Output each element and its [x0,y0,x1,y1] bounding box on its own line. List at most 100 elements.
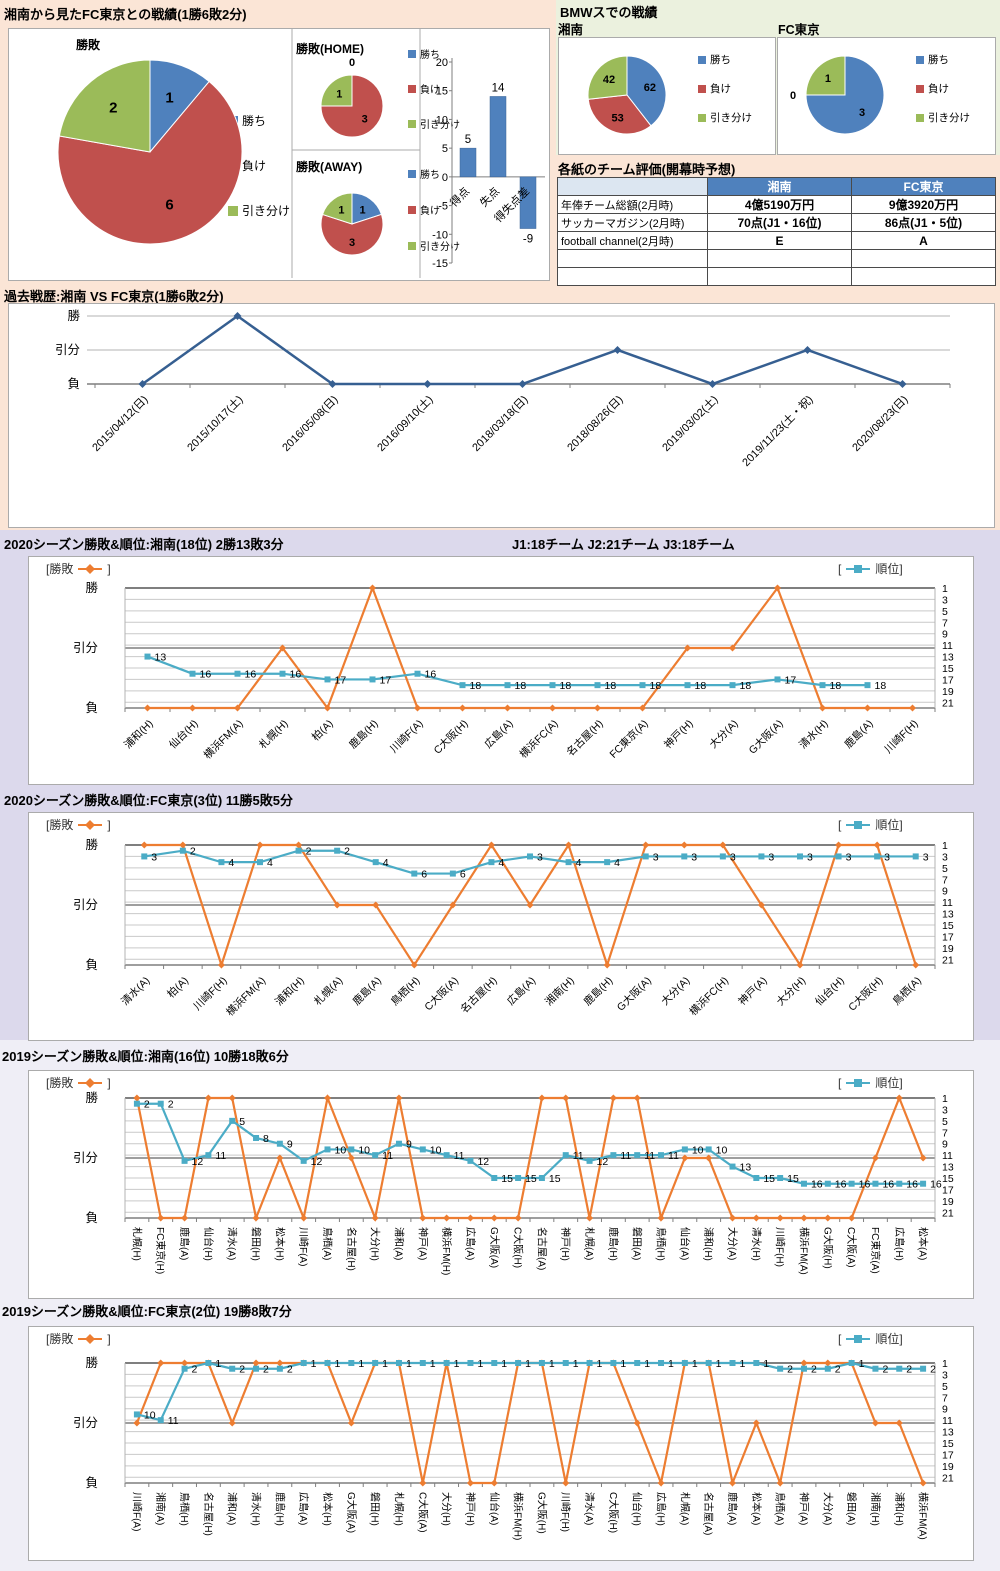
legend-label: [勝敗 [46,1076,74,1090]
season-2020-fctokyo-title: 2020シーズン勝敗&順位:FC東京(3位) 11勝5敗5分 [4,793,294,808]
rank-line-icon [846,1334,871,1343]
legend-label: [勝敗 [46,818,74,832]
history-chart-box [8,303,995,528]
legend-swatch [698,84,706,93]
legend-label: 引き分け [928,112,970,124]
legend-item: 負け [228,157,290,174]
table-value-cell: A [851,231,996,250]
pie-away-title: 勝敗(AWAY) [296,160,363,174]
history-title: 過去戦歴:湘南 VS FC東京(1勝6敗2分) [4,289,224,304]
legend-label: ] [107,561,111,576]
season-2020-shonan-title: 2020シーズン勝敗&順位:湘南(18位) 2勝13敗3分 [4,537,284,552]
legend-item: 勝ち [408,46,460,61]
season-2020-shonan-box [28,556,974,785]
table-value-cell: 4億5190万円 [707,195,852,214]
season-2019-shonan-title: 2019シーズン勝敗&順位:湘南(16位) 10勝18敗6分 [2,1049,289,1064]
bmw-fctokyo-legend: 勝ち 負け 引き分け [916,52,970,139]
legend-label: 順位] [875,562,903,576]
legend-label: 負け [242,159,267,173]
legend-label: 順位] [875,1076,903,1090]
legend-label: 引き分け [710,112,752,124]
legend-item: 引き分け [408,116,460,131]
win-loss-line-icon [78,1077,103,1088]
legend-label: [勝敗 [46,562,74,576]
legend-swatch [916,55,924,64]
table-row-label [557,249,708,268]
season-2019-fctokyo-rank-legend: [ 順位] [838,1330,903,1347]
legend-swatch [916,84,924,93]
table-row-label: 年俸チーム総額(2月時) [557,195,708,214]
legend-swatch [408,84,416,93]
legend-swatch [228,115,238,126]
legend-label: 負け [420,85,440,96]
legend-label: 順位] [875,818,903,832]
section1-title: 湘南から見たFC東京との戦績(1勝6敗2分) [4,7,247,22]
table-row-label [557,267,708,286]
table-header-row: 湘南 FC東京 [557,177,996,196]
legend-item: 勝ち [228,112,290,129]
season-2020-fctokyo-rank-legend: [ 順位] [838,816,903,833]
season-2019-shonan-box [28,1070,974,1299]
win-loss-line-icon [78,1333,103,1344]
legend-swatch [228,205,238,216]
legend-label: ] [107,1075,111,1090]
legend-item: 負け [916,81,970,96]
legend-item: 引き分け [916,110,970,125]
season-2019-shonan-rank-legend: [ 順位] [838,1074,903,1091]
legend-label: [ [838,1075,842,1090]
table-value-cell: 70点(J1・16位) [707,213,852,232]
legend-label: 引き分け [242,204,291,218]
rank-line-icon [846,564,871,573]
season-2019-fctokyo-box [28,1326,974,1561]
legend-swatch [408,49,416,58]
table-row-label: football channel(2月時) [557,231,708,250]
legend-swatch [408,241,416,250]
bmw-shonan-label: 湘南 [558,23,584,37]
legend-label: 引き分け [420,120,460,131]
legend-label: 勝ち [928,54,949,66]
table-row [557,267,996,286]
legend-swatch [698,55,706,64]
legend-item: 負け [408,202,460,217]
legend-label: [ [838,817,842,832]
season-2020-shonan-rank-legend: [順位] [838,560,903,577]
legend-swatch [408,169,416,178]
rank-line-icon [846,1078,871,1087]
table-value-cell: E [707,231,852,250]
legend-swatch [408,119,416,128]
legend-label: [ [838,1331,842,1346]
season-2020-fctokyo-winloss-legend: [勝敗] [46,816,111,833]
table-value-cell: 86点(J1・5位) [851,213,996,232]
legend-label: 負け [420,206,440,217]
table-row [557,249,996,268]
win-loss-line-icon [78,819,103,830]
bmw-shonan-legend: 勝ち 負け 引き分け [698,52,752,139]
table-row: football channel(2月時) E A [557,231,996,250]
season-2019-fctokyo-winloss-legend: [勝敗] [46,1330,111,1347]
table-value-cell [851,267,996,286]
win-loss-line-icon [78,563,103,574]
league-note: J1:18チーム J2:21チーム J3:18チーム [512,537,735,552]
legend-label: 負け [928,83,949,95]
season-2019-shonan-winloss-legend: [勝敗] [46,1074,111,1091]
legend-swatch [698,113,706,122]
legend-label: 勝ち [420,170,440,181]
pie-away-legend: 勝ち 負け 引き分け [408,166,460,274]
legend-item: 勝ち [698,52,752,67]
table-header-cell: 湘南 [707,177,852,196]
legend-item: 引き分け [228,202,290,219]
legend-item: 負け [408,81,460,96]
pie-home-title: 勝敗(HOME) [296,42,364,56]
table-title: 各紙のチーム評価(開幕時予想) [558,162,736,177]
legend-label: 順位] [875,1332,903,1346]
team-evaluation-table: 湘南 FC東京 年俸チーム総額(2月時) 4億5190万円 9億3920万円 サッカーマ… [557,177,996,286]
bmw-fctokyo-label: FC東京 [778,23,820,37]
table-corner-cell [557,177,708,196]
legend-label: [勝敗 [46,1332,74,1346]
pie-main-title: 勝敗 [76,38,101,52]
table-value-cell [707,267,852,286]
legend-swatch [228,160,238,171]
legend-label: ] [107,1331,111,1346]
legend-swatch [916,113,924,122]
